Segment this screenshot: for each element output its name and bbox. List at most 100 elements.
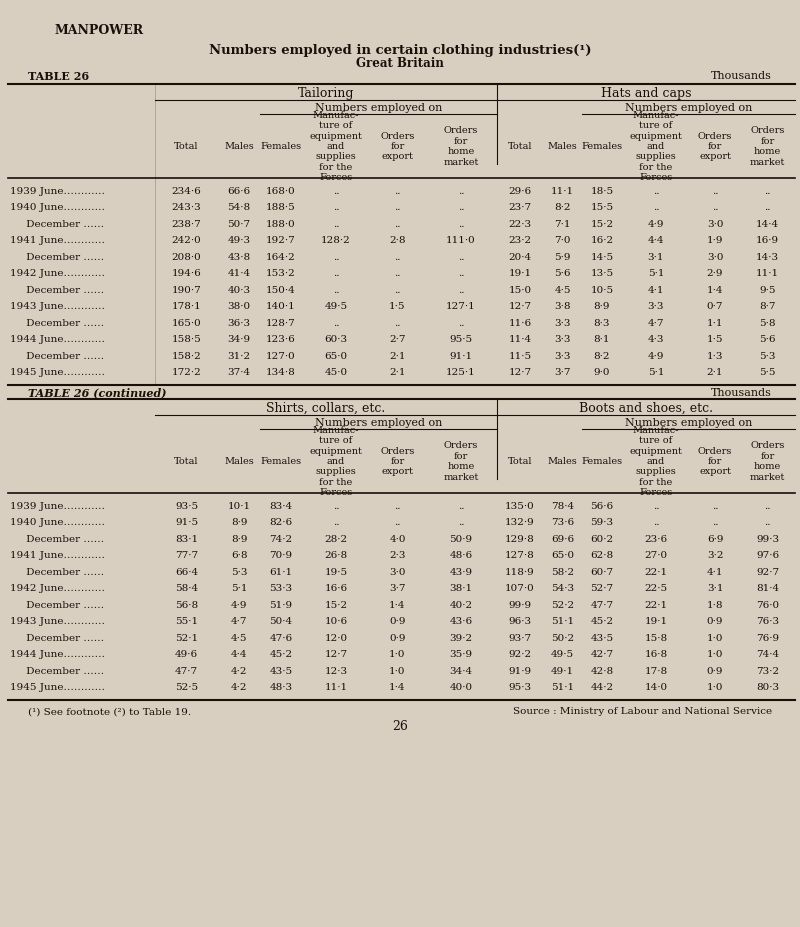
Text: 2·1: 2·1	[706, 368, 723, 377]
Text: 61·1: 61·1	[270, 567, 293, 577]
Text: December ……: December ……	[10, 220, 104, 229]
Text: 47·6: 47·6	[270, 634, 293, 642]
Text: 0·9: 0·9	[706, 617, 723, 627]
Text: 15·8: 15·8	[645, 634, 667, 642]
Text: 6·9: 6·9	[706, 535, 723, 544]
Text: 47·7: 47·7	[590, 601, 614, 610]
Text: 39·2: 39·2	[450, 634, 473, 642]
Text: 91·9: 91·9	[509, 667, 531, 676]
Text: MANPOWER: MANPOWER	[55, 23, 144, 36]
Text: 153·2: 153·2	[266, 269, 296, 278]
Text: ..: ..	[394, 286, 401, 295]
Text: 51·1: 51·1	[551, 617, 574, 627]
Text: 1942 June…………: 1942 June…………	[10, 269, 105, 278]
Text: 48·6: 48·6	[450, 552, 473, 560]
Text: ..: ..	[764, 502, 770, 511]
Text: Manufac-
ture of
equipment
and
supplies
for the
Forces: Manufac- ture of equipment and supplies …	[310, 111, 362, 183]
Text: 2·7: 2·7	[390, 336, 406, 344]
Text: ..: ..	[333, 253, 339, 261]
Text: 1·0: 1·0	[706, 650, 723, 659]
Text: 45·2: 45·2	[590, 617, 614, 627]
Text: 2·1: 2·1	[390, 368, 406, 377]
Text: 58·4: 58·4	[175, 584, 198, 593]
Text: 190·7: 190·7	[172, 286, 202, 295]
Text: 49·1: 49·1	[551, 667, 574, 676]
Text: 11·1: 11·1	[756, 269, 779, 278]
Text: 2·3: 2·3	[390, 552, 406, 560]
Text: 18·5: 18·5	[590, 186, 614, 196]
Text: 93·7: 93·7	[509, 634, 531, 642]
Text: ..: ..	[333, 269, 339, 278]
Text: 78·4: 78·4	[551, 502, 574, 511]
Text: 9·5: 9·5	[759, 286, 776, 295]
Text: 60·2: 60·2	[590, 535, 614, 544]
Text: 60·7: 60·7	[590, 567, 614, 577]
Text: 60·3: 60·3	[325, 336, 347, 344]
Text: 50·4: 50·4	[270, 617, 293, 627]
Text: TABLE 26 (continued): TABLE 26 (continued)	[28, 387, 166, 399]
Text: 8·9: 8·9	[230, 535, 247, 544]
Text: ..: ..	[764, 186, 770, 196]
Text: ..: ..	[394, 220, 401, 229]
Text: December ……: December ……	[10, 601, 104, 610]
Text: 1·8: 1·8	[706, 601, 723, 610]
Text: December ……: December ……	[10, 286, 104, 295]
Text: 5·6: 5·6	[554, 269, 570, 278]
Text: 5·5: 5·5	[759, 368, 776, 377]
Text: 1940 June…………: 1940 June…………	[10, 203, 105, 212]
Text: ..: ..	[394, 186, 401, 196]
Text: Males: Males	[548, 142, 578, 151]
Text: 1940 June…………: 1940 June…………	[10, 518, 105, 527]
Text: 0·9: 0·9	[706, 667, 723, 676]
Text: Thousands: Thousands	[711, 388, 772, 398]
Text: 95·3: 95·3	[509, 683, 531, 692]
Text: 4·9: 4·9	[648, 220, 664, 229]
Text: 97·6: 97·6	[756, 552, 779, 560]
Text: ..: ..	[764, 518, 770, 527]
Text: ..: ..	[333, 186, 339, 196]
Text: 43·6: 43·6	[450, 617, 473, 627]
Text: 40·3: 40·3	[227, 286, 250, 295]
Text: 1·0: 1·0	[390, 650, 406, 659]
Text: 3·0: 3·0	[706, 220, 723, 229]
Text: 0·7: 0·7	[706, 302, 723, 311]
Text: 37·4: 37·4	[227, 368, 250, 377]
Text: 74·4: 74·4	[756, 650, 779, 659]
Text: 1·0: 1·0	[706, 634, 723, 642]
Text: 77·7: 77·7	[175, 552, 198, 560]
Text: 238·7: 238·7	[172, 220, 202, 229]
Text: 243·3: 243·3	[172, 203, 202, 212]
Text: 23·2: 23·2	[509, 236, 531, 246]
Text: 43·5: 43·5	[590, 634, 614, 642]
Text: Orders
for
export: Orders for export	[380, 132, 414, 161]
Text: 38·0: 38·0	[227, 302, 250, 311]
Text: Total: Total	[174, 457, 198, 466]
Text: 128·2: 128·2	[321, 236, 351, 246]
Text: 34·4: 34·4	[450, 667, 473, 676]
Text: Males: Males	[548, 457, 578, 466]
Text: 127·8: 127·8	[505, 552, 535, 560]
Text: 129·8: 129·8	[505, 535, 535, 544]
Text: December ……: December ……	[10, 634, 104, 642]
Text: 3·8: 3·8	[554, 302, 570, 311]
Text: Orders
for
export: Orders for export	[380, 447, 414, 476]
Text: ..: ..	[458, 269, 464, 278]
Text: 66·4: 66·4	[175, 567, 198, 577]
Text: 83·1: 83·1	[175, 535, 198, 544]
Text: 16·6: 16·6	[325, 584, 347, 593]
Text: December ……: December ……	[10, 567, 104, 577]
Text: 20·4: 20·4	[509, 253, 531, 261]
Text: 44·2: 44·2	[590, 683, 614, 692]
Text: 43·8: 43·8	[227, 253, 250, 261]
Text: 36·3: 36·3	[227, 319, 250, 328]
Text: 4·4: 4·4	[648, 236, 664, 246]
Text: 11·6: 11·6	[509, 319, 531, 328]
Text: 51·1: 51·1	[551, 683, 574, 692]
Text: 2·8: 2·8	[390, 236, 406, 246]
Text: 56·8: 56·8	[175, 601, 198, 610]
Text: 1·4: 1·4	[706, 286, 723, 295]
Text: ..: ..	[394, 319, 401, 328]
Text: 10·1: 10·1	[227, 502, 250, 511]
Text: ..: ..	[458, 220, 464, 229]
Text: 95·5: 95·5	[450, 336, 473, 344]
